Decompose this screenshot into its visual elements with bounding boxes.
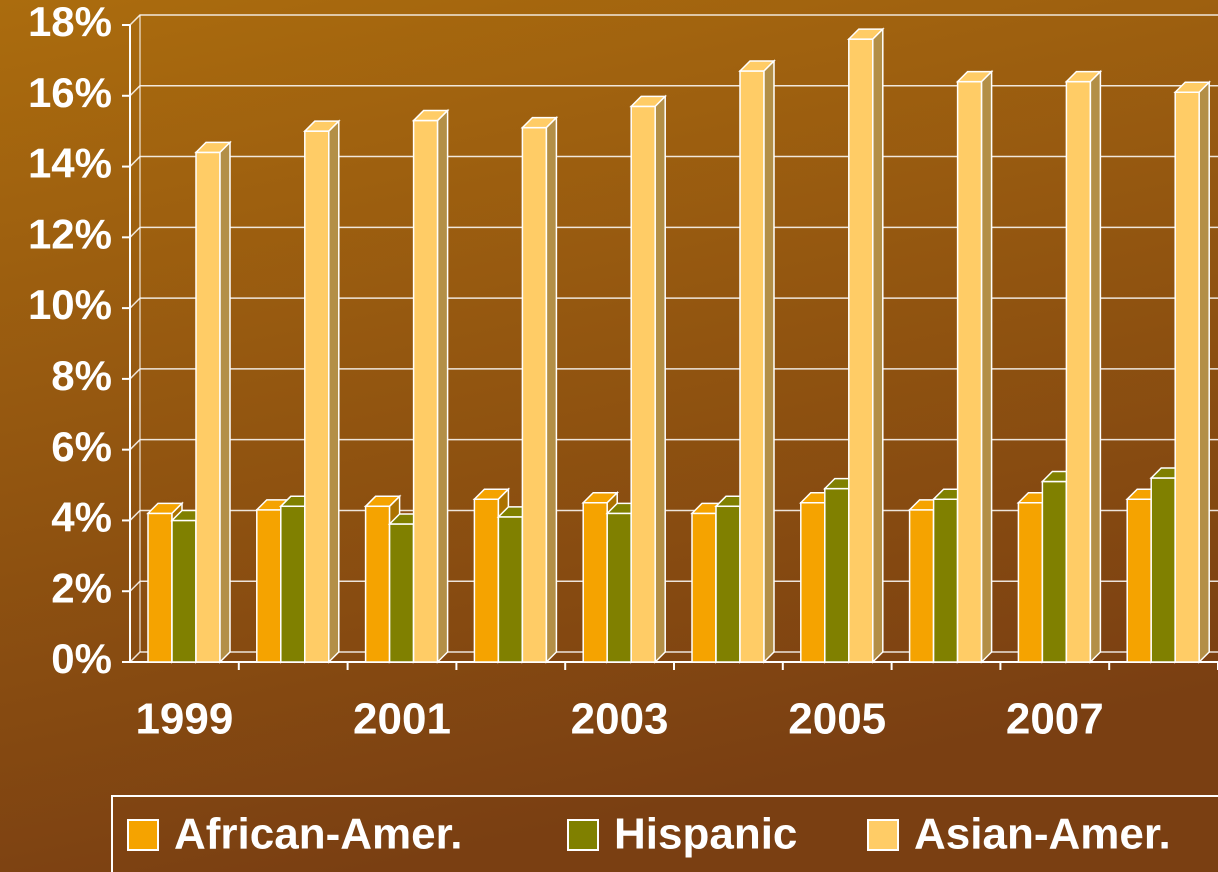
bar-front — [1175, 92, 1199, 662]
bar-front — [607, 513, 631, 662]
bar-front — [172, 520, 196, 662]
bar-front — [631, 106, 655, 662]
bar-side — [655, 96, 665, 662]
legend-swatch — [568, 820, 598, 850]
bar — [305, 121, 339, 662]
x-tick-label: 1999 — [135, 695, 233, 744]
bar-front — [196, 152, 220, 662]
bar-front — [934, 499, 958, 662]
y-tick-label: 16% — [28, 69, 112, 116]
bar-side — [220, 142, 230, 662]
bar-front — [366, 506, 390, 662]
bar-side — [1199, 82, 1209, 662]
x-tick-label: 2001 — [353, 695, 451, 744]
bar-front — [1127, 499, 1151, 662]
bar-side — [1090, 72, 1100, 662]
chart: African-Amer. Hispanic Asian-Amer. 0% 2% 4% 6… — [0, 0, 1218, 872]
bar-side — [438, 111, 448, 662]
x-tick-label: 2003 — [571, 695, 669, 744]
bar — [1175, 82, 1209, 662]
bar-side — [873, 29, 883, 662]
legend-swatch — [868, 820, 898, 850]
bar — [849, 29, 883, 662]
bar-front — [148, 513, 172, 662]
bar-front — [910, 510, 934, 662]
bar-front — [305, 131, 329, 662]
bar — [631, 96, 665, 662]
bar — [196, 142, 230, 662]
x-tick-label: 2007 — [1006, 695, 1104, 744]
bar-front — [414, 121, 438, 662]
bar-front — [825, 489, 849, 662]
y-tick-label: 2% — [51, 564, 112, 611]
bar-front — [583, 503, 607, 662]
legend-label: Asian-Amer. — [914, 810, 1171, 859]
bar-front — [1042, 482, 1066, 662]
bar-front — [1066, 82, 1090, 662]
legend-label: Hispanic — [614, 810, 797, 859]
y-tick-label: 14% — [28, 140, 112, 187]
bar-front — [281, 506, 305, 662]
page: {"chart_data": {"type": "bar3d", "catego… — [0, 0, 1218, 872]
y-tick-label: 4% — [51, 494, 112, 541]
bar-front — [257, 510, 281, 662]
bar-side — [764, 61, 774, 662]
y-tick-label: 12% — [28, 210, 112, 257]
bar-front — [958, 82, 982, 662]
legend-swatch — [128, 820, 158, 850]
y-tick-label: 18% — [28, 0, 112, 45]
bar-front — [716, 506, 740, 662]
bar-front — [692, 513, 716, 662]
bar-front — [1018, 503, 1042, 662]
y-tick-label: 0% — [51, 635, 112, 682]
bar-side — [329, 121, 339, 662]
legend-label: African-Amer. — [174, 810, 463, 859]
bar — [958, 72, 992, 662]
bar-front — [474, 499, 498, 662]
bar-front — [498, 517, 522, 662]
bar — [1066, 72, 1100, 662]
bar-side — [546, 118, 556, 662]
bar-front — [390, 524, 414, 662]
y-tick-label: 6% — [51, 423, 112, 470]
bar-side — [982, 72, 992, 662]
bar-front — [1151, 478, 1175, 662]
y-tick-label: 10% — [28, 281, 112, 328]
bar — [522, 118, 556, 662]
bar — [414, 111, 448, 662]
bar-front — [849, 39, 873, 662]
bar — [740, 61, 774, 662]
bar-front — [801, 503, 825, 662]
bar-front — [522, 128, 546, 662]
x-tick-label: 2005 — [788, 695, 886, 744]
bar-front — [740, 71, 764, 662]
y-tick-label: 8% — [51, 352, 112, 399]
